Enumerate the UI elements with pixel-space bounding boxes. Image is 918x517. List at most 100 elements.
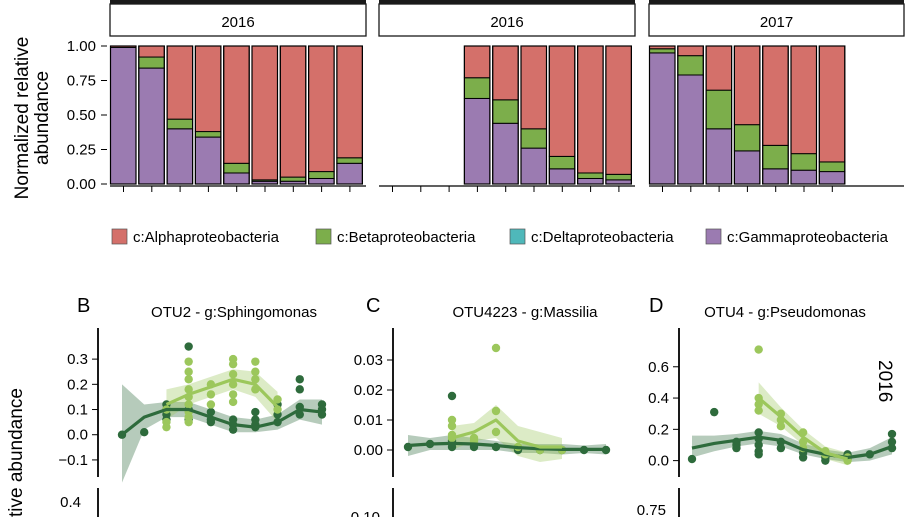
light-point xyxy=(491,406,501,416)
bar xyxy=(677,45,704,185)
y-tick-label: 0.03 xyxy=(354,352,383,369)
bar-segment-gamma xyxy=(194,136,222,185)
facet-strip-topline xyxy=(649,0,904,4)
bar-segment-alpha xyxy=(336,45,363,159)
y-tick-label: 0.00 xyxy=(354,442,383,459)
light-point xyxy=(184,367,193,376)
bar-segment-alpha xyxy=(194,45,222,133)
panel-title: OTU4223 - g:Massilia xyxy=(452,304,598,321)
scatter-panels: B OTU2 - g:Sphingomonas −0.1 0.0 0.1 0.2 0.3 C O… xyxy=(58,295,897,517)
dark-point xyxy=(295,385,304,394)
bar-facet-1: 2016 xyxy=(378,0,636,192)
bar-segment-beta xyxy=(818,161,846,173)
dark-point xyxy=(447,391,457,401)
lower-row: tive abundance 0.4 0.10 0.75 xyxy=(6,388,666,517)
dark-point xyxy=(732,443,741,453)
bar-segment-gamma xyxy=(110,46,137,185)
bar-segment-gamma xyxy=(762,168,789,185)
light-point xyxy=(776,422,786,431)
bar xyxy=(520,45,548,185)
bar-facet-2: 2017 xyxy=(648,0,905,192)
y-tick-label: 0.2 xyxy=(648,421,669,438)
light-point xyxy=(184,417,193,427)
dark-point xyxy=(887,429,897,439)
dark-point xyxy=(206,417,216,427)
bar-facets: 2016 2016 2017 xyxy=(109,0,905,192)
facet-strip xyxy=(648,3,905,37)
legend-label-alpha: c:Alphaproteobacteria xyxy=(133,229,280,246)
dark-point xyxy=(798,453,808,462)
bar-segment-gamma xyxy=(463,97,491,185)
dark-point xyxy=(184,342,193,351)
bar-segment-beta xyxy=(279,176,307,182)
bar-segment-beta xyxy=(308,171,335,179)
light-point xyxy=(228,359,238,369)
facet-strip-topline xyxy=(379,0,635,4)
legend-label-delta: c:Deltaproteobacteria xyxy=(531,229,674,246)
bar-segment-gamma xyxy=(733,150,761,185)
bar-segment-gamma xyxy=(548,168,576,185)
bar-segment-gamma xyxy=(605,179,632,185)
bar xyxy=(762,45,789,185)
light-point xyxy=(251,357,260,366)
panel-letter: C xyxy=(366,295,380,317)
panel-letter: D xyxy=(649,295,663,317)
bar-segment-gamma xyxy=(223,172,250,185)
lower-c-tick-label: 0.10 xyxy=(351,509,380,517)
bar-segment-gamma xyxy=(705,128,733,185)
facet-strip xyxy=(378,3,636,37)
light-point xyxy=(206,390,216,399)
lower-b-tick-label: 0.4 xyxy=(60,494,81,511)
dark-point xyxy=(776,443,786,453)
bar xyxy=(790,45,818,185)
dark-point xyxy=(687,454,697,464)
light-point xyxy=(184,357,193,366)
y-tick-label: 0.02 xyxy=(354,382,383,399)
light-point xyxy=(206,400,216,409)
bar-segment-beta xyxy=(138,56,165,69)
bar-segment-beta xyxy=(492,99,519,124)
bar-segment-beta xyxy=(705,89,733,130)
panel-d: D OTU4 - g:Pseudomonas 0.0 0.2 0.4 0.6 2016 xyxy=(648,295,897,517)
y-tick-label: 0.3 xyxy=(67,351,88,368)
dark-point xyxy=(887,437,897,447)
bar-segment-beta xyxy=(194,131,222,138)
dark-point xyxy=(206,407,216,417)
bar-segment-beta xyxy=(649,48,676,54)
panel-title: OTU4 - g:Pseudomonas xyxy=(704,304,866,321)
side-year-label: 2016 xyxy=(874,360,895,402)
legend-label-beta: c:Betaproteobacteria xyxy=(337,229,476,246)
light-point xyxy=(754,345,763,354)
dark-point xyxy=(140,428,149,437)
light-point xyxy=(273,395,282,404)
panel-b: B OTU2 - g:Sphingomonas −0.1 0.0 0.1 0.2 0.3 xyxy=(58,295,327,517)
facet-strip-label: 2017 xyxy=(760,14,793,31)
facet-strip-topline xyxy=(110,0,366,4)
dark-point xyxy=(710,407,719,417)
bar xyxy=(166,45,194,185)
bar-segment-beta xyxy=(548,155,576,170)
bar xyxy=(548,45,576,185)
bar xyxy=(251,45,279,185)
panel-c: C OTU4223 - g:Massilia 0.00 0.01 0.02 0.03 xyxy=(354,295,611,517)
dark-point xyxy=(228,425,238,434)
bar-segment-alpha xyxy=(279,45,307,178)
dark-smooth-line xyxy=(691,435,893,460)
panel-title: OTU2 - g:Sphingomonas xyxy=(151,304,317,321)
light-point xyxy=(228,397,238,407)
bar xyxy=(576,45,604,185)
bar-segment-alpha xyxy=(251,45,278,181)
legend-swatch-beta xyxy=(315,228,332,245)
legend-swatch-delta xyxy=(509,228,526,245)
bar-facet-0: 2016 xyxy=(109,0,367,192)
bar-segment-gamma xyxy=(649,52,676,185)
light-point xyxy=(447,421,457,431)
dark-smooth-line xyxy=(407,441,606,451)
bar xyxy=(733,45,761,185)
bar xyxy=(279,45,307,185)
bar-segment-beta xyxy=(762,144,789,170)
light-point xyxy=(184,375,193,384)
bar-segment-gamma xyxy=(336,162,363,185)
bar-segment-alpha xyxy=(790,45,817,155)
